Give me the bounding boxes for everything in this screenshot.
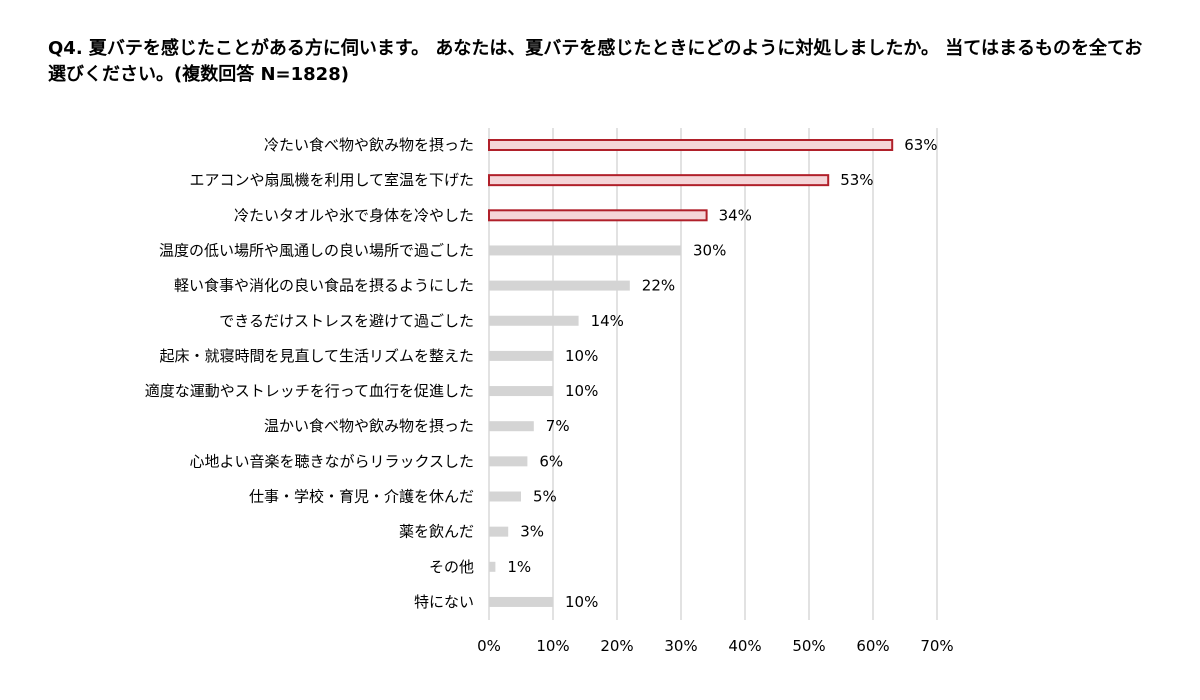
bars (488, 139, 894, 607)
value-label: 22% (642, 277, 675, 295)
x-tick-label: 70% (920, 637, 953, 655)
category-label: 薬を飲んだ (399, 523, 474, 541)
value-label: 14% (591, 312, 624, 330)
bar (489, 280, 630, 291)
grid-lines (488, 128, 938, 620)
value-label: 3% (520, 523, 544, 541)
bar (489, 526, 509, 537)
bar (489, 596, 553, 607)
category-label: 特にない (414, 593, 474, 611)
category-label: エアコンや扇風機を利用して室温を下げた (189, 171, 474, 189)
bar (488, 174, 830, 187)
value-label: 10% (565, 382, 598, 400)
value-label: 5% (533, 488, 557, 506)
bar (489, 421, 534, 432)
category-label: 心地よい音楽を聴きながらリラックスした (189, 452, 474, 470)
bar (488, 209, 708, 222)
category-label: 適度な運動やストレッチを行って血行を促進した (145, 382, 474, 400)
value-label: 34% (719, 206, 752, 224)
value-label: 53% (840, 171, 873, 189)
value-label: 10% (565, 593, 598, 611)
bar (488, 139, 894, 151)
x-tick-label: 50% (792, 637, 825, 655)
category-label: 温度の低い場所や風通しの良い場所で過ごした (159, 241, 474, 259)
bar (489, 245, 681, 256)
value-label: 6% (539, 452, 563, 470)
x-tick-label: 30% (664, 637, 697, 655)
x-tick-label: 10% (536, 637, 569, 655)
x-tick-label: 40% (728, 637, 761, 655)
bar (489, 561, 496, 572)
category-label: 冷たいタオルや氷で身体を冷やした (234, 206, 474, 224)
category-label: できるだけストレスを避けて過ごした (219, 312, 474, 330)
value-label: 30% (693, 241, 726, 259)
value-label: 10% (565, 347, 598, 365)
bar (489, 491, 521, 502)
x-tick-label: 0% (477, 637, 501, 655)
bar (489, 456, 528, 467)
category-label: 仕事・学校・育児・介護を休んだ (249, 488, 474, 506)
category-label: 軽い食事や消化の良い食品を摂るようにした (174, 277, 474, 295)
value-label: 7% (546, 417, 570, 435)
bar (489, 350, 553, 361)
x-tick-label: 20% (600, 637, 633, 655)
value-label: 63% (904, 136, 937, 154)
category-labels: 冷たい食べ物や飲み物を摂ったエアコンや扇風機を利用して室温を下げた冷たいタオルや… (145, 136, 474, 611)
x-tick-label: 60% (856, 637, 889, 655)
bar (489, 315, 579, 326)
category-label: 温かい食べ物や飲み物を摂った (264, 417, 474, 435)
category-label: その他 (429, 558, 474, 576)
x-axis-ticks: 0% 10% 20% 30% 40% 50% 60% 70% (477, 637, 954, 655)
value-labels: 63% 53% 34% 30% 22% 14% 10% 10% 7% 6% 5% 3% 1% 10% (507, 136, 937, 611)
category-label: 冷たい食べ物や飲み物を摂った (264, 136, 474, 154)
bar (489, 386, 553, 397)
chart-title: Q4. 夏バテを感じたことがある方に伺います。 あなたは、夏バテを感じたときにど… (48, 38, 1143, 85)
value-label: 1% (507, 558, 531, 576)
category-label: 起床・就寝時間を見直して生活リズムを整えた (159, 347, 474, 365)
